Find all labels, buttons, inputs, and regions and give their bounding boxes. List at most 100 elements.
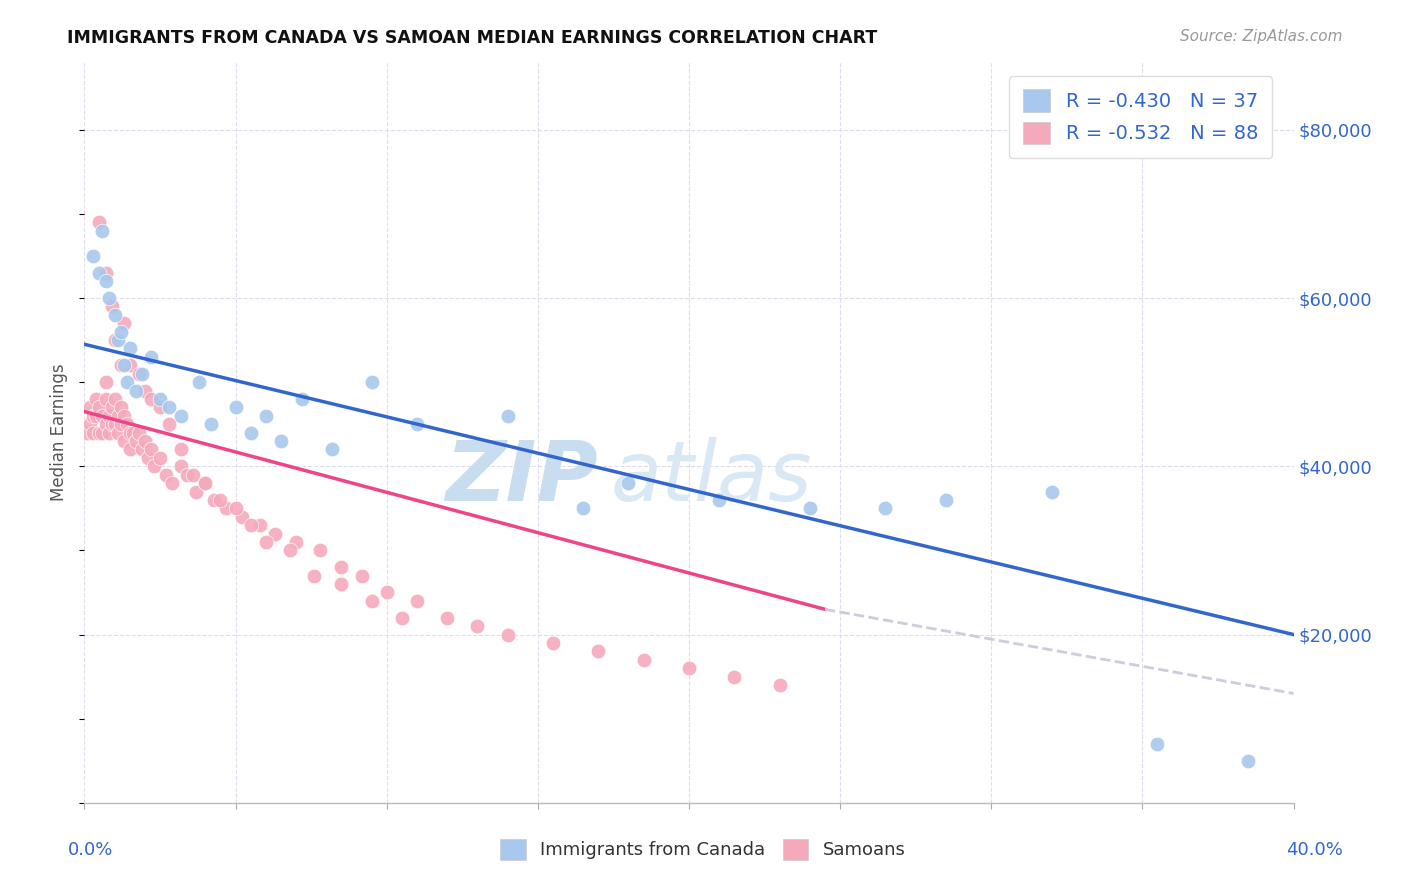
Point bbox=[263, 526, 285, 541]
Point bbox=[186, 484, 208, 499]
Point bbox=[107, 425, 129, 440]
Point bbox=[94, 375, 117, 389]
Point bbox=[110, 417, 132, 432]
Point bbox=[302, 568, 325, 582]
Point bbox=[86, 392, 108, 406]
Point bbox=[617, 476, 640, 491]
Point bbox=[110, 401, 132, 415]
Point bbox=[110, 325, 132, 339]
Point bbox=[79, 401, 101, 415]
Point bbox=[588, 644, 610, 658]
Point bbox=[467, 619, 489, 633]
Point bbox=[200, 417, 222, 432]
Point bbox=[321, 442, 343, 457]
Text: atlas: atlas bbox=[610, 436, 813, 517]
Point bbox=[82, 425, 104, 440]
Point bbox=[131, 367, 153, 381]
Point bbox=[157, 401, 180, 415]
Point bbox=[139, 442, 162, 457]
Point bbox=[136, 450, 159, 465]
Point bbox=[254, 535, 277, 549]
Point bbox=[134, 434, 156, 448]
Point bbox=[155, 467, 177, 482]
Point bbox=[89, 425, 111, 440]
Point bbox=[115, 375, 138, 389]
Text: IMMIGRANTS FROM CANADA VS SAMOAN MEDIAN EARNINGS CORRELATION CHART: IMMIGRANTS FROM CANADA VS SAMOAN MEDIAN … bbox=[67, 29, 877, 46]
Point bbox=[139, 350, 162, 364]
Point bbox=[104, 417, 127, 432]
Point bbox=[330, 560, 353, 574]
Point bbox=[118, 342, 141, 356]
Point bbox=[100, 401, 122, 415]
Point bbox=[94, 392, 117, 406]
Point bbox=[270, 434, 292, 448]
Point bbox=[875, 501, 897, 516]
Point bbox=[76, 425, 98, 440]
Point bbox=[110, 359, 132, 373]
Point bbox=[406, 594, 429, 608]
Point bbox=[239, 425, 262, 440]
Point bbox=[125, 434, 148, 448]
Point bbox=[181, 467, 204, 482]
Point bbox=[1040, 484, 1063, 499]
Point bbox=[170, 459, 193, 474]
Point bbox=[97, 291, 120, 305]
Point bbox=[112, 409, 135, 423]
Point bbox=[89, 215, 111, 229]
Point bbox=[79, 417, 101, 432]
Point bbox=[89, 266, 111, 280]
Point bbox=[86, 409, 108, 423]
Point bbox=[118, 442, 141, 457]
Point bbox=[709, 492, 731, 507]
Point bbox=[100, 300, 122, 314]
Point bbox=[104, 333, 127, 347]
Point bbox=[149, 392, 172, 406]
Point bbox=[115, 417, 138, 432]
Point bbox=[91, 224, 114, 238]
Point bbox=[215, 501, 238, 516]
Point bbox=[330, 577, 353, 591]
Point bbox=[769, 678, 792, 692]
Point bbox=[149, 401, 172, 415]
Point bbox=[118, 359, 141, 373]
Point bbox=[406, 417, 429, 432]
Point bbox=[91, 409, 114, 423]
Point bbox=[170, 442, 193, 457]
Point bbox=[157, 417, 180, 432]
Point bbox=[209, 492, 232, 507]
Point bbox=[1146, 737, 1168, 751]
Point bbox=[291, 392, 314, 406]
Point bbox=[160, 476, 183, 491]
Point bbox=[89, 401, 111, 415]
Point bbox=[249, 518, 271, 533]
Point bbox=[678, 661, 700, 675]
Text: Source: ZipAtlas.com: Source: ZipAtlas.com bbox=[1180, 29, 1343, 44]
Point bbox=[633, 653, 655, 667]
Point bbox=[125, 384, 148, 398]
Point bbox=[121, 425, 143, 440]
Point bbox=[128, 425, 150, 440]
Point bbox=[541, 636, 564, 650]
Y-axis label: Median Earnings: Median Earnings bbox=[51, 364, 69, 501]
Text: 40.0%: 40.0% bbox=[1286, 840, 1343, 858]
Point bbox=[139, 392, 162, 406]
Point bbox=[112, 359, 135, 373]
Legend: Immigrants from Canada, Samoans: Immigrants from Canada, Samoans bbox=[494, 831, 912, 867]
Point bbox=[496, 409, 519, 423]
Point bbox=[375, 585, 398, 599]
Point bbox=[309, 543, 332, 558]
Point bbox=[352, 568, 374, 582]
Point bbox=[82, 409, 104, 423]
Point bbox=[225, 501, 247, 516]
Point bbox=[239, 518, 262, 533]
Legend: R = -0.430   N = 37, R = -0.532   N = 88: R = -0.430 N = 37, R = -0.532 N = 88 bbox=[1010, 76, 1271, 158]
Point bbox=[360, 375, 382, 389]
Point bbox=[254, 409, 277, 423]
Point bbox=[142, 459, 165, 474]
Point bbox=[194, 476, 217, 491]
Point bbox=[107, 409, 129, 423]
Point bbox=[94, 266, 117, 280]
Point bbox=[278, 543, 301, 558]
Point bbox=[188, 375, 211, 389]
Point bbox=[107, 333, 129, 347]
